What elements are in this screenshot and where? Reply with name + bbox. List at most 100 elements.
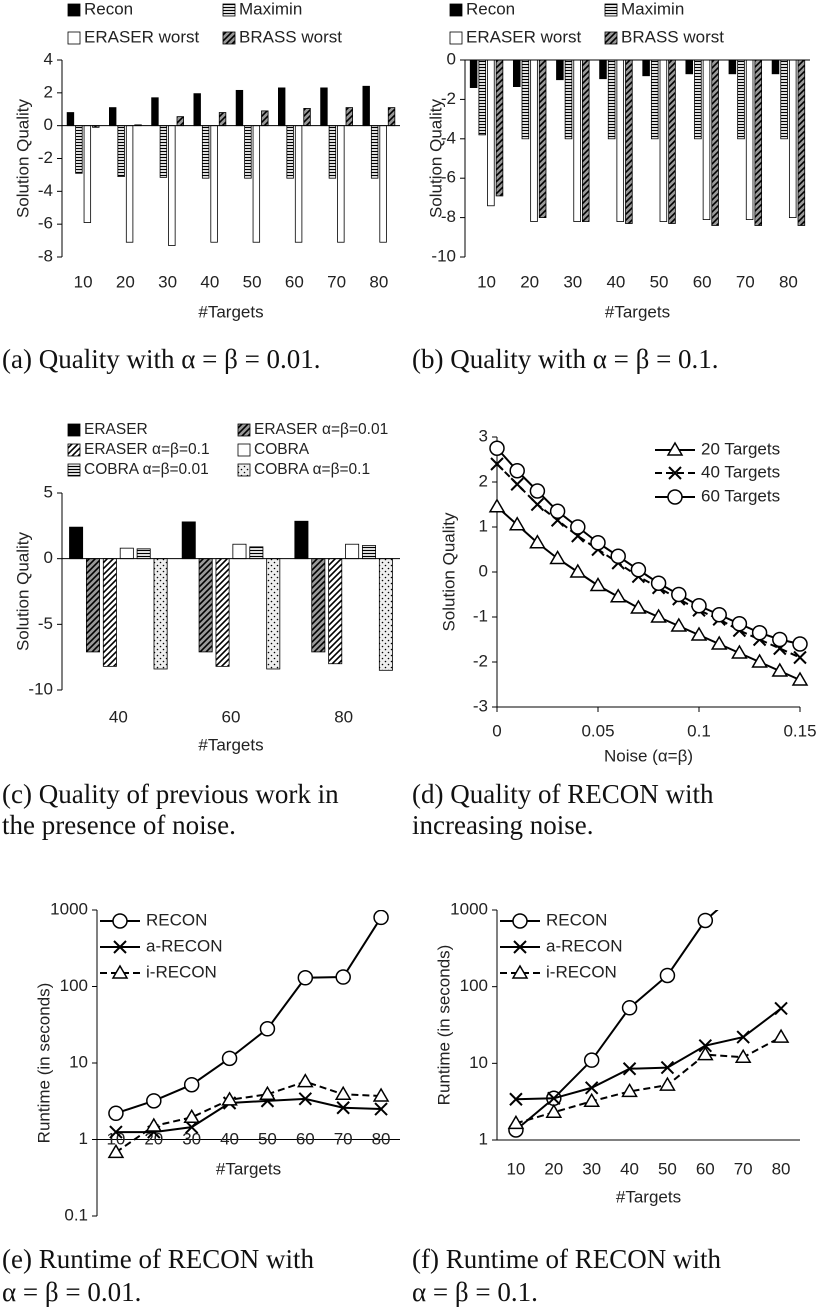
bar xyxy=(235,89,244,127)
bar xyxy=(797,59,806,226)
marker xyxy=(547,1091,561,1105)
bar xyxy=(278,87,286,127)
y-tick-label: -8 xyxy=(441,207,456,226)
legend-marker xyxy=(113,940,127,954)
bar xyxy=(176,116,184,127)
bar xyxy=(345,543,360,560)
legend-label: RECON xyxy=(546,910,607,929)
marker xyxy=(259,1085,276,1101)
marker xyxy=(569,563,587,578)
y-tick-label: -4 xyxy=(441,128,456,147)
bar xyxy=(737,59,745,140)
x-tick-label: 40 xyxy=(606,272,625,291)
marker xyxy=(374,1102,388,1116)
bar xyxy=(85,558,100,653)
marker xyxy=(650,575,667,591)
marker xyxy=(731,616,748,632)
marker xyxy=(621,1000,638,1016)
x-tick-label: 40 xyxy=(109,707,128,726)
legend-label: a-RECON xyxy=(146,936,223,955)
legend-marker xyxy=(668,466,682,480)
legend-swatch xyxy=(222,31,236,45)
marker xyxy=(622,1062,637,1076)
bar xyxy=(83,125,92,223)
x-tick-label: 60 xyxy=(296,1129,315,1148)
legend-label: RECON xyxy=(146,910,207,929)
bar xyxy=(75,125,83,174)
bar xyxy=(136,548,151,560)
x-tick-label: 70 xyxy=(327,272,346,291)
bar xyxy=(521,59,530,140)
legend-label: ERASER worst xyxy=(466,27,582,46)
marker xyxy=(660,1060,675,1075)
y-tick-label: 10 xyxy=(469,1053,488,1072)
y-tick-label: -6 xyxy=(441,168,456,187)
legend-label: Maximin xyxy=(239,0,302,18)
plot-area xyxy=(107,910,390,1159)
legend-swatch xyxy=(449,3,463,17)
marker xyxy=(793,650,807,665)
x-tick-label: 50 xyxy=(658,1159,677,1178)
bar xyxy=(379,125,387,243)
legend-marker xyxy=(512,913,528,929)
y-tick-label: -2 xyxy=(38,148,53,167)
y-tick-label: 0.1 xyxy=(64,1205,88,1224)
marker xyxy=(697,912,714,929)
bar xyxy=(303,108,311,127)
x-axis-label: #Targets xyxy=(198,302,263,321)
legend-marker xyxy=(112,913,128,929)
legend-label: ERASER xyxy=(84,421,148,438)
legend-label: BRASS worst xyxy=(621,27,724,46)
y-tick-label: 4 xyxy=(44,49,53,68)
marker xyxy=(221,1050,238,1067)
bar xyxy=(337,125,345,243)
legend-swatch xyxy=(604,31,618,45)
bar xyxy=(69,526,84,560)
legend-label: a-RECON xyxy=(546,936,623,955)
marker xyxy=(698,1038,713,1053)
bar xyxy=(151,97,159,127)
y-tick-label: 100 xyxy=(60,976,88,995)
bar xyxy=(294,125,303,243)
y-tick-label: 0 xyxy=(44,115,53,134)
x-tick-label: 0.1 xyxy=(687,721,711,740)
bar xyxy=(198,558,213,653)
marker xyxy=(772,631,788,648)
y-tick-label: 0 xyxy=(479,561,488,580)
x-tick-label: 0.15 xyxy=(783,721,816,740)
x-tick-label: 80 xyxy=(334,707,353,726)
x-tick-label: 50 xyxy=(650,272,669,291)
x-tick-label: 20 xyxy=(116,272,135,291)
marker xyxy=(183,1108,200,1124)
x-axis-label: Noise (α=β) xyxy=(604,746,693,765)
bar xyxy=(530,59,538,222)
caption: (c) Quality of previous work in xyxy=(2,779,339,809)
x-tick-label: 30 xyxy=(158,272,177,291)
x-axis-label: #Targets xyxy=(605,302,670,321)
x-tick-label: 40 xyxy=(200,272,219,291)
line xyxy=(496,463,801,659)
x-tick-label: 0.05 xyxy=(581,721,614,740)
marker xyxy=(736,1030,750,1044)
bar xyxy=(362,545,377,560)
marker xyxy=(691,598,707,614)
bar xyxy=(252,125,261,243)
marker xyxy=(373,910,389,926)
marker xyxy=(792,636,808,652)
caption: (d) Quality of RECON with xyxy=(412,779,714,809)
bar xyxy=(117,125,125,177)
y-tick-label: -3 xyxy=(473,696,488,715)
marker xyxy=(771,662,789,677)
bar xyxy=(119,547,134,560)
bar xyxy=(249,546,264,560)
legend-label: ERASER α=β=0.01 xyxy=(254,421,388,438)
marker xyxy=(334,1085,352,1101)
bar xyxy=(311,558,326,653)
y-tick-label: -6 xyxy=(38,214,53,233)
bar xyxy=(538,59,547,219)
x-axis-label: #Targets xyxy=(216,1159,281,1178)
bar xyxy=(159,125,168,178)
marker xyxy=(659,1076,676,1091)
legend-swatch xyxy=(237,463,251,477)
bar xyxy=(642,59,650,77)
